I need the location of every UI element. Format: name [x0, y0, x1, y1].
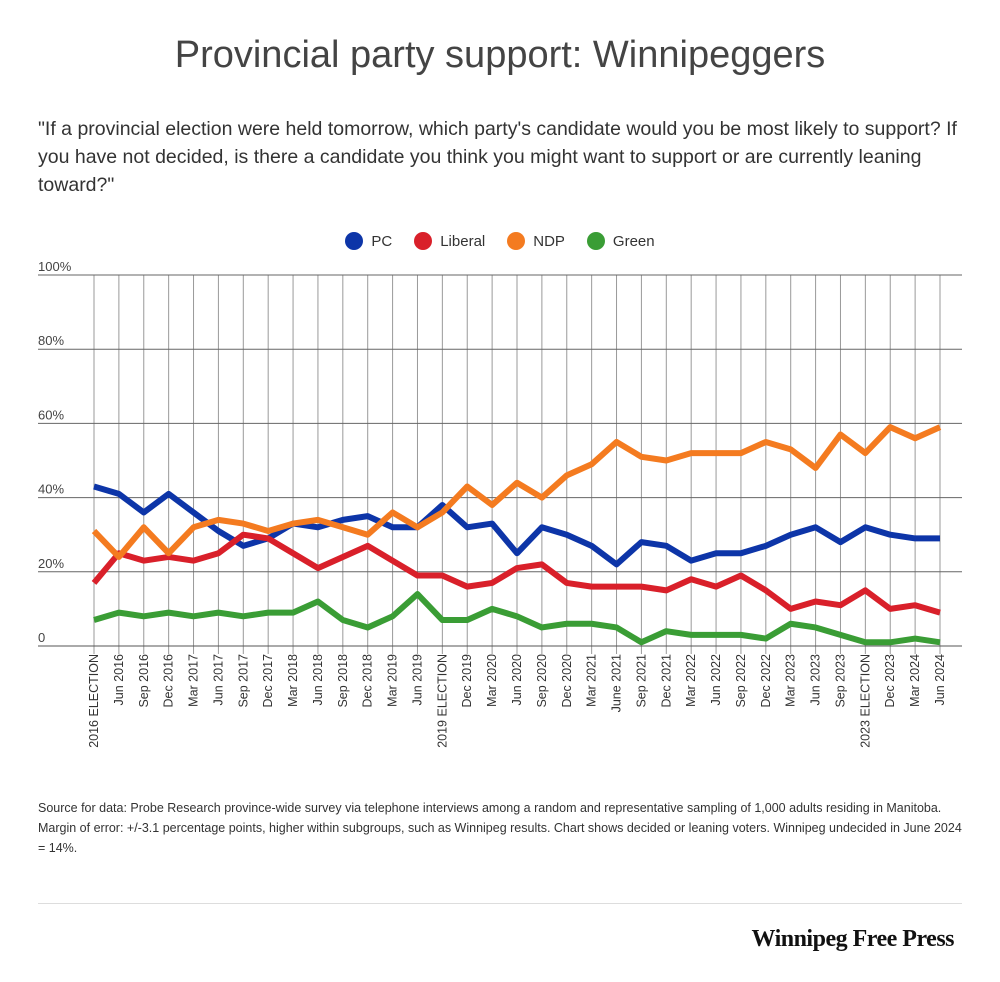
chart-subtitle: "If a provincial election were held tomo…: [38, 118, 957, 196]
x-tick-label: Mar 2019: [386, 654, 400, 707]
legend-label: Green: [612, 232, 655, 250]
legend-swatch: [586, 232, 605, 250]
x-tick-label: Sep 2020: [535, 654, 549, 708]
line-chart: 0 20% 40% 60% 80% 100% 2016 ELECTION Jun 2016 Se…: [38, 259, 962, 748]
x-tick-label: Mar 2017: [187, 654, 201, 707]
legend-item-ndp: NDP: [507, 232, 565, 250]
chart-title: Provincial party support: Winnipeggers: [174, 34, 826, 76]
x-tick-label: June 2021: [610, 654, 624, 712]
legend-swatch: [345, 232, 364, 250]
x-tick-label: Jun 2019: [410, 654, 424, 705]
x-tick-label: Sep 2021: [634, 654, 648, 708]
divider: [38, 903, 962, 904]
x-tick-label: Jun 2018: [311, 654, 325, 705]
x-tick-label: Mar 2024: [908, 654, 922, 707]
legend-item-green: Green: [586, 232, 655, 250]
x-tick-label: Mar 2020: [485, 654, 499, 707]
x-tick-label: Mar 2023: [784, 654, 798, 707]
x-tick-label: Sep 2018: [336, 654, 350, 708]
x-tick-label: Jun 2024: [933, 654, 947, 705]
x-tick-label: 2016 ELECTION: [87, 654, 101, 748]
x-tick-label: Jun 2023: [809, 654, 823, 705]
legend: PC Liberal NDP Green: [0, 232, 1000, 250]
x-tick-label: Sep 2023: [833, 654, 847, 708]
x-tick-label: 2019 ELECTION: [435, 654, 449, 748]
legend-label: NDP: [533, 232, 565, 250]
y-tick-label: 60%: [38, 407, 64, 422]
source-note: Source for data: Probe Research province…: [38, 801, 962, 855]
x-tick-label: Dec 2023: [883, 654, 897, 708]
x-tick-label: Dec 2018: [361, 654, 375, 708]
x-tick-label: Jun 2016: [112, 654, 126, 705]
y-tick-label: 100%: [38, 259, 72, 274]
x-tick-label: Mar 2021: [585, 654, 599, 707]
x-tick-label: Sep 2022: [734, 654, 748, 708]
x-tick-label: Jun 2020: [510, 654, 524, 705]
x-tick-label: Dec 2020: [560, 654, 574, 708]
legend-swatch: [414, 232, 433, 250]
x-tick-label: Dec 2017: [261, 654, 275, 708]
legend-swatch: [507, 232, 526, 250]
publisher-logo: Winnipeg Free Press: [751, 926, 955, 952]
x-tick-label: 2023 ELECTION: [858, 654, 872, 748]
legend-item-liberal: Liberal: [414, 232, 485, 250]
y-tick-label: 0: [38, 630, 45, 645]
x-tick-label: Dec 2021: [659, 654, 673, 708]
x-tick-label: Jun 2022: [709, 654, 723, 705]
x-tick-label: Dec 2019: [460, 654, 474, 708]
y-tick-label: 40%: [38, 482, 64, 497]
x-tick-label: Sep 2016: [137, 654, 151, 708]
y-tick-label: 20%: [38, 556, 64, 571]
legend-label: Liberal: [440, 232, 486, 250]
y-tick-label: 80%: [38, 333, 64, 348]
x-tick-label: Sep 2017: [236, 654, 250, 708]
x-tick-label: Dec 2022: [759, 654, 773, 708]
x-tick-label: Mar 2022: [684, 654, 698, 707]
x-tick-label: Mar 2018: [286, 654, 300, 707]
legend-label: PC: [371, 232, 393, 250]
x-tick-label: Jun 2017: [211, 654, 225, 705]
x-tick-label: Dec 2016: [162, 654, 176, 708]
legend-item-pc: PC: [345, 232, 392, 250]
